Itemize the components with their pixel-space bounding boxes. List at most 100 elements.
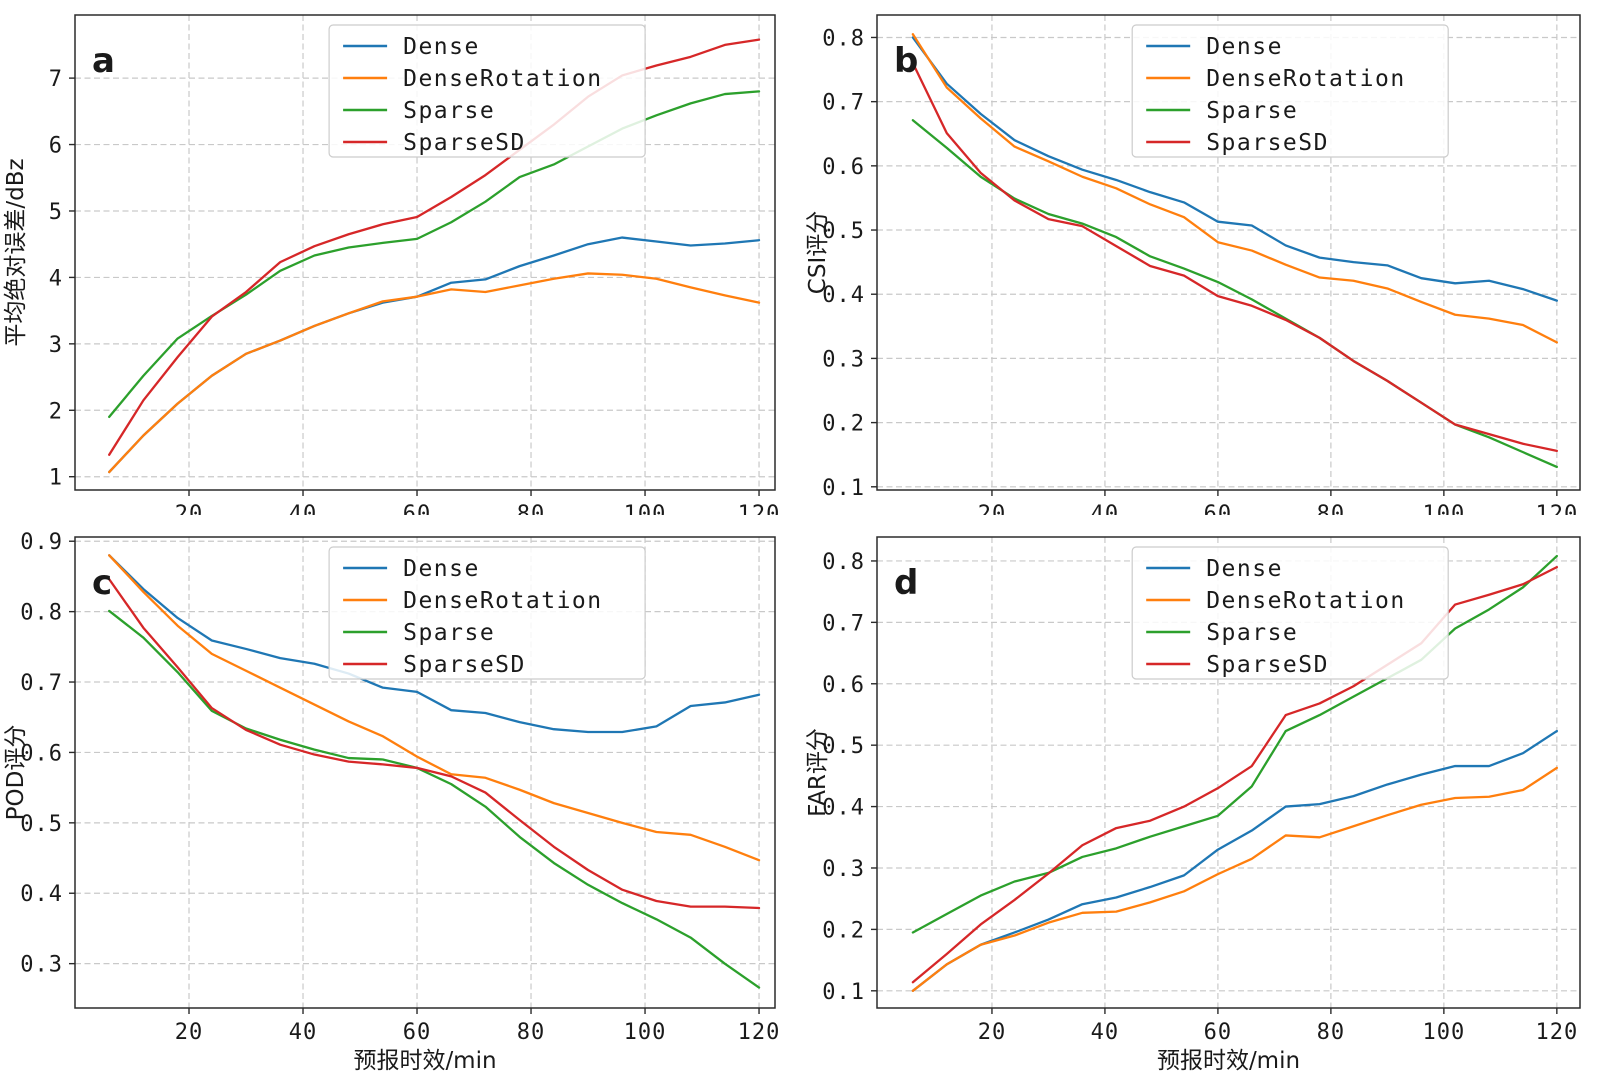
legend-label-sparsesd: SparseSD — [403, 130, 526, 156]
x-tick-label: 80 — [1317, 1020, 1346, 1045]
legend-label-denserotation: DenseRotation — [403, 66, 603, 92]
plot-frame — [74, 536, 776, 1009]
x-tick-label: 60 — [1204, 1020, 1233, 1045]
y-tick-label: 1 — [49, 466, 63, 491]
series-line-denserotation — [108, 272, 761, 474]
series-line-dense — [108, 554, 761, 734]
y-tick-label: 0.8 — [822, 26, 865, 51]
legend-label-dense: Dense — [403, 556, 480, 582]
x-tick-label: 100 — [624, 502, 667, 515]
y-tick-label: 3 — [49, 333, 63, 358]
y-tick-label: 0.5 — [20, 812, 63, 837]
x-tick-label: 20 — [978, 1020, 1007, 1045]
legend-label-sparsesd: SparseSD — [403, 652, 526, 678]
y-tick-label: 0.7 — [822, 611, 865, 636]
series-line-denserotation — [108, 554, 761, 862]
legend-box — [328, 24, 646, 158]
y-tick-label: 0.2 — [822, 412, 865, 437]
x-tick-label: 120 — [738, 1020, 781, 1045]
y-tick-label: 0.2 — [822, 918, 865, 943]
plot-frame — [876, 14, 1581, 491]
legend-label-sparse: Sparse — [403, 98, 495, 124]
legend-label-sparse: Sparse — [1206, 620, 1298, 646]
x-tick-label: 40 — [289, 502, 318, 515]
panel-letter: a — [92, 41, 115, 81]
y-axis-label: FAR评分 — [805, 728, 831, 817]
y-tick-label: 4 — [49, 266, 63, 291]
y-tick-label: 0.5 — [822, 734, 865, 759]
legend: Dense DenseRotation Sparse SparseSD — [328, 24, 646, 158]
y-tick-label: 7 — [49, 67, 63, 92]
x-tick-label: 120 — [1535, 502, 1578, 515]
y-tick-label: 0.4 — [822, 796, 865, 821]
y-tick-label: 0.1 — [822, 476, 865, 501]
y-tick-label: 0.3 — [20, 953, 63, 978]
series-line-denserotation — [911, 766, 1558, 992]
series-line-sparse — [911, 554, 1558, 934]
series-line-denserotation — [911, 33, 1558, 344]
x-tick-label: 80 — [1317, 502, 1346, 515]
x-tick-label: 20 — [978, 502, 1007, 515]
x-axis-label: 预报时效/min — [353, 1048, 496, 1074]
x-tick-label: 80 — [517, 502, 546, 515]
x-axis-label: 预报时效/min — [1157, 1048, 1300, 1074]
y-tick-label: 0.7 — [20, 671, 63, 696]
legend-label-denserotation: DenseRotation — [403, 588, 603, 614]
series-line-sparsesd — [108, 578, 761, 910]
panel-letter: c — [92, 563, 112, 603]
y-tick-label: 2 — [49, 399, 63, 424]
plot-frame — [74, 14, 776, 491]
legend-label-dense: Dense — [1206, 556, 1283, 582]
legend-box — [1131, 546, 1449, 680]
series-line-sparse — [108, 609, 761, 989]
y-tick-label: 6 — [49, 134, 63, 159]
y-axis-label: CSI评分 — [805, 211, 831, 294]
panel-letter: d — [894, 563, 918, 603]
y-tick-label: 0.6 — [822, 673, 865, 698]
y-tick-label: 0.6 — [20, 741, 63, 766]
x-tick-label: 40 — [1091, 502, 1120, 515]
y-axis-label: POD评分 — [3, 725, 29, 821]
y-tick-label: 0.8 — [822, 550, 865, 575]
legend-box — [328, 546, 646, 680]
legend-label-sparsesd: SparseSD — [1206, 130, 1329, 156]
y-tick-label: 0.9 — [20, 530, 63, 555]
panel-a: 20 40 60 80 100 120 1 2 3 4 5 6 7 a 平均绝对误差/dBz Dense Den… — [0, 0, 800, 515]
legend: Dense DenseRotation Sparse SparseSD — [328, 546, 646, 680]
panel-d-svg: 20 40 60 80 100 120 0.1 0.2 0.3 0.4 0.5 0.6 0.7 0.8 d F… — [800, 515, 1600, 1082]
x-tick-label: 60 — [403, 1020, 432, 1045]
plot-frame — [876, 536, 1581, 1009]
y-tick-label: 5 — [49, 200, 63, 225]
y-axis-label: 平均绝对误差/dBz — [3, 158, 29, 346]
y-tick-label: 0.3 — [822, 347, 865, 372]
x-tick-label: 60 — [1204, 502, 1233, 515]
y-tick-label: 0.6 — [822, 155, 865, 180]
y-tick-label: 0.8 — [20, 601, 63, 626]
x-tick-label: 20 — [175, 502, 204, 515]
y-tick-label: 0.3 — [822, 857, 865, 882]
panel-b-svg: 20 40 60 80 100 120 0.1 0.2 0.3 0.4 0.5 0.6 0.7 0.8 b C… — [800, 0, 1600, 515]
panel-b: 20 40 60 80 100 120 0.1 0.2 0.3 0.4 0.5 0.6 0.7 0.8 b C… — [800, 0, 1600, 515]
series-line-sparsesd — [911, 61, 1558, 452]
panel-d: 20 40 60 80 100 120 0.1 0.2 0.3 0.4 0.5 0.6 0.7 0.8 d F… — [800, 515, 1600, 1082]
legend-label-sparse: Sparse — [1206, 98, 1298, 124]
x-tick-label: 40 — [1091, 1020, 1120, 1045]
series-line-sparsesd — [911, 565, 1558, 984]
legend-box — [1131, 24, 1449, 158]
x-tick-label: 120 — [1535, 1020, 1578, 1045]
x-tick-label: 60 — [403, 502, 432, 515]
y-tick-label: 0.5 — [822, 219, 865, 244]
legend: Dense DenseRotation Sparse SparseSD — [1131, 24, 1449, 158]
legend: Dense DenseRotation Sparse SparseSD — [1131, 546, 1449, 680]
x-tick-label: 100 — [1422, 502, 1465, 515]
y-tick-label: 0.4 — [20, 882, 63, 907]
legend-label-denserotation: DenseRotation — [1206, 588, 1406, 614]
x-tick-label: 20 — [175, 1020, 204, 1045]
y-tick-label: 0.7 — [822, 91, 865, 116]
legend-label-sparsesd: SparseSD — [1206, 652, 1329, 678]
panel-c: 20 40 60 80 100 120 0.3 0.4 0.5 0.6 0.7 0.8 0.9 c POD评… — [0, 515, 800, 1082]
x-tick-label: 120 — [738, 502, 781, 515]
x-tick-label: 100 — [1422, 1020, 1465, 1045]
series-line-dense — [911, 36, 1558, 302]
